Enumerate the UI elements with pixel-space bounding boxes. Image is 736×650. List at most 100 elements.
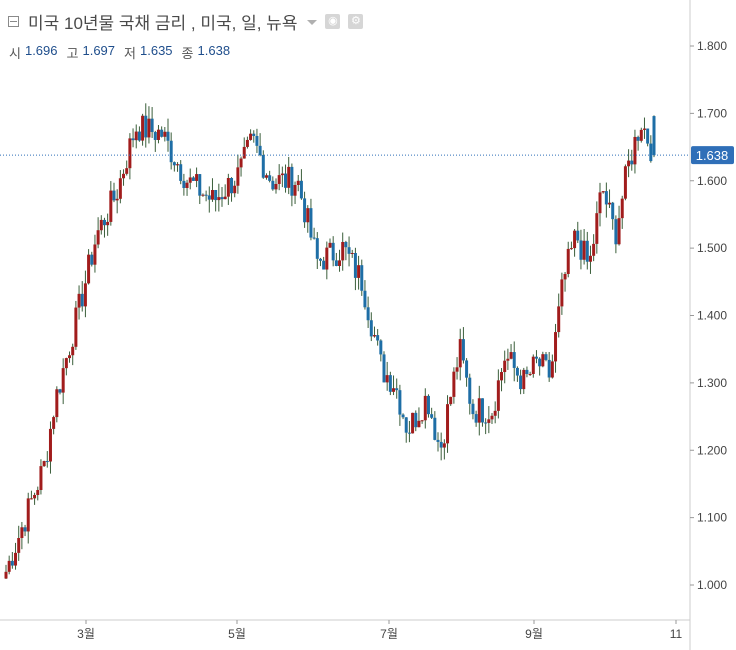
candle-up <box>17 538 21 553</box>
candle-up <box>633 136 637 165</box>
candle-down <box>646 128 650 144</box>
candle-down <box>318 258 322 261</box>
candle-down <box>322 260 326 270</box>
candle-down <box>525 369 529 375</box>
candle-up <box>573 230 577 249</box>
candle-up <box>83 283 87 307</box>
low-value: 1.635 <box>140 43 173 58</box>
candle-up <box>236 167 240 186</box>
gear-icon[interactable]: ⚙ <box>348 13 364 29</box>
candle-up <box>557 306 561 333</box>
candle-up <box>566 248 570 274</box>
candle-up <box>617 218 621 245</box>
candle-up <box>642 128 646 130</box>
candle-down <box>214 190 218 201</box>
candle-down <box>465 360 469 378</box>
y-axis[interactable]: 1.000 1.100 1.200 1.300 1.400 1.500 1.600 1.700… <box>690 39 727 592</box>
candle-up <box>226 178 230 197</box>
candle-up <box>500 372 504 381</box>
candle-down <box>426 395 430 415</box>
candle-down <box>271 180 275 190</box>
candle-up <box>61 368 65 393</box>
candle-down <box>379 340 383 355</box>
ohlc-readout: 시 1.696 고 1.697 저 1.635 종 1.638 <box>9 43 235 62</box>
high-label: 고 <box>66 46 79 61</box>
candle-up <box>503 360 507 373</box>
candle-down <box>604 191 608 205</box>
candle-down <box>404 417 408 433</box>
candle-up <box>233 185 237 194</box>
candle-up <box>509 352 513 359</box>
candle-up <box>341 241 345 261</box>
candle-down <box>255 135 259 146</box>
candle-up <box>357 265 361 278</box>
candle-down <box>131 138 135 141</box>
candle-down <box>433 417 437 440</box>
candle-down <box>512 352 516 368</box>
candle-up <box>442 443 446 448</box>
close-label: 종 <box>181 46 194 61</box>
candle-down <box>363 290 367 308</box>
candle-down <box>80 293 84 307</box>
candle-down <box>461 339 465 361</box>
candle-down <box>360 265 364 291</box>
candle-down <box>636 136 640 141</box>
collapse-icon[interactable] <box>8 15 19 27</box>
candle-down <box>614 219 618 245</box>
candle-up <box>569 248 573 250</box>
eye-icon[interactable]: ◉ <box>325 13 341 29</box>
candle-down <box>353 252 357 278</box>
x-axis[interactable]: 3월 5월 7월 9월 11 <box>77 620 683 641</box>
candle-down <box>23 527 27 532</box>
candle-down <box>166 131 170 141</box>
candle-up <box>195 174 199 181</box>
candle-down <box>344 241 348 248</box>
candle-up <box>423 395 427 421</box>
candle-down <box>611 202 615 220</box>
candle-down <box>468 377 472 404</box>
candle-up <box>554 332 558 362</box>
candle-down <box>309 208 313 238</box>
candle-up <box>245 139 249 147</box>
candle-down <box>369 320 373 337</box>
candle-up <box>210 190 214 200</box>
dropdown-caret-icon[interactable] <box>307 19 318 25</box>
candle-down <box>436 439 440 442</box>
candle-down <box>382 354 386 383</box>
candle-down <box>172 162 176 166</box>
candle-up <box>550 361 554 378</box>
candle-down <box>102 219 106 226</box>
candle-up <box>582 240 586 260</box>
candle-up <box>36 489 40 495</box>
candle-down <box>150 118 154 133</box>
x-tick-label: 5월 <box>228 627 246 641</box>
y-tick-label: 1.200 <box>697 443 727 457</box>
candle-up <box>446 404 450 444</box>
candle-up <box>176 164 180 166</box>
candle-up <box>372 335 376 337</box>
candle-down <box>649 143 653 162</box>
candle-up <box>528 373 532 375</box>
candle-down <box>191 177 195 181</box>
y-tick-label: 1.500 <box>697 241 727 255</box>
candle-up <box>74 307 78 347</box>
candle-down <box>153 132 157 140</box>
x-tick-label: 11 <box>670 627 683 641</box>
x-tick-label: 9월 <box>525 627 543 641</box>
candle-down <box>366 307 370 321</box>
candle-down <box>334 260 338 266</box>
candle-down <box>579 240 583 260</box>
candle-down <box>45 461 49 463</box>
candle-up <box>493 410 497 416</box>
candle-up <box>188 177 192 183</box>
candle-up <box>541 354 545 367</box>
candle-up <box>449 396 453 405</box>
candle-down <box>484 422 488 424</box>
candle-up <box>141 115 145 141</box>
candle-up <box>87 254 91 284</box>
candle-down <box>312 237 316 239</box>
candle-up <box>52 417 56 429</box>
candle-down <box>299 180 303 199</box>
